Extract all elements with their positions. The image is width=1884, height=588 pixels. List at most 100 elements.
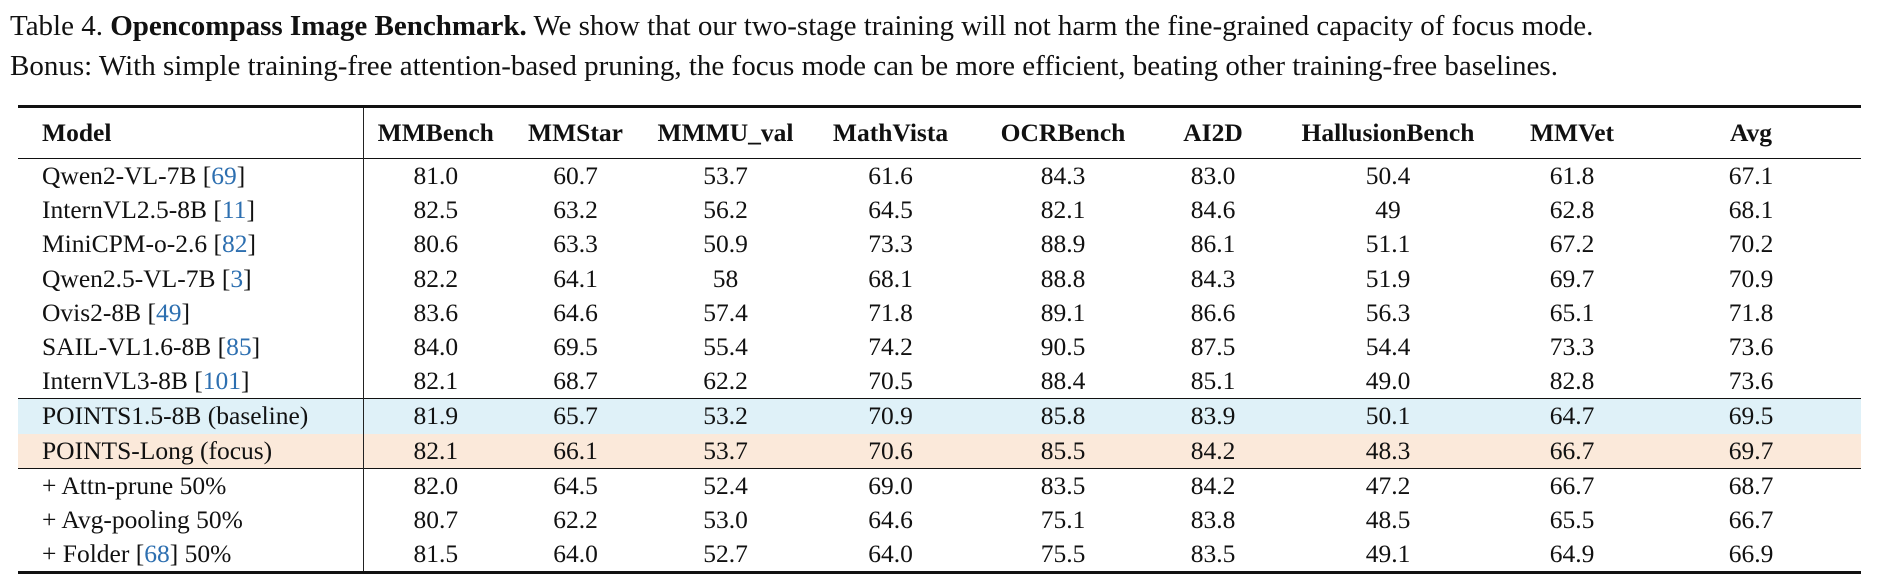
score-cell: 49.0 xyxy=(1365,366,1411,396)
score-cell: 52.7 xyxy=(643,537,808,575)
table-row: InternVL2.5-8B [11] 82.5 63.2 56.2 64.5 82.1 8… xyxy=(18,193,1861,228)
model-name-cell: Qwen2.5-VL-7B [3] xyxy=(18,261,364,296)
caption-line-1: Table 4. Opencompass Image Benchmark. We… xyxy=(10,6,1876,46)
score-cell: 65.1 xyxy=(1549,297,1595,327)
table-caption: Table 4. Opencompass Image Benchmark. We… xyxy=(10,6,1876,86)
benchmark-table: Model MMBench MMStar MMMU_val MathVista … xyxy=(18,105,1861,575)
score-cell: 70.2 xyxy=(1728,229,1774,259)
score-cell: 62.2 xyxy=(553,505,598,535)
score-cell: 80.6 xyxy=(413,229,459,259)
model-name-cell: POINTS-Long (focus) xyxy=(18,433,364,469)
score-cell: 66.7 xyxy=(1503,467,1641,504)
model-name-suffix: ] xyxy=(181,297,191,327)
score-cell: 69.0 xyxy=(808,467,973,504)
citation-ref[interactable]: 49 xyxy=(156,297,182,327)
score-cell: 71.8 xyxy=(1728,297,1774,327)
score-cell: 63.2 xyxy=(553,195,598,225)
score-cell: 73.3 xyxy=(868,229,913,259)
model-name-cell: POINTS1.5-8B (baseline) xyxy=(18,398,364,434)
score-cell: 86.1 xyxy=(1190,229,1236,259)
score-cell: 74.2 xyxy=(868,332,913,362)
score-cell: 70.9 xyxy=(1728,263,1774,293)
caption-title: Opencompass Image Benchmark. xyxy=(110,10,527,42)
score-cell: 65.5 xyxy=(1549,505,1595,535)
model-name-suffix: ] xyxy=(247,229,256,259)
score-cell: 75.1 xyxy=(1040,505,1086,535)
header-row: Model MMBench MMStar MMMU_val MathVista … xyxy=(18,105,1861,159)
header-mmstar: MMStar xyxy=(508,105,643,159)
header-ai2d: AI2D xyxy=(1153,105,1273,159)
score-cell: 67.2 xyxy=(1549,229,1595,259)
score-cell: 82.5 xyxy=(413,195,459,225)
citation-ref[interactable]: 11 xyxy=(221,195,247,225)
score-cell: 82.8 xyxy=(1549,366,1595,396)
score-cell: 53.7 xyxy=(643,433,808,469)
score-cell: 86.6 xyxy=(1190,297,1236,327)
model-name-cell: SAIL-VL1.6-8B [85] xyxy=(18,330,364,365)
score-cell: 61.8 xyxy=(1503,158,1641,194)
score-cell: 81.5 xyxy=(363,537,508,575)
score-cell: 70.6 xyxy=(808,433,973,469)
score-cell: 64.6 xyxy=(553,297,598,327)
model-name-cell: InternVL2.5-8B [11] xyxy=(18,193,364,228)
score-cell: 71.8 xyxy=(868,297,913,327)
model-name: + Folder [ xyxy=(42,539,145,569)
score-cell: 64.9 xyxy=(1503,537,1641,575)
model-name-suffix: ] xyxy=(241,366,250,396)
score-cell: 84.2 xyxy=(1153,467,1273,504)
score-cell: 64.7 xyxy=(1503,398,1641,434)
model-name-cell: InternVL3-8B [101] xyxy=(18,364,364,399)
model-name: InternVL3-8B [ xyxy=(42,366,203,396)
model-name: Qwen2.5-VL-7B [ xyxy=(42,263,231,293)
model-name: InternVL2.5-8B [ xyxy=(42,195,222,225)
score-cell: 75.5 xyxy=(973,537,1153,575)
table-row: InternVL3-8B [101] 82.1 68.7 62.2 70.5 88.4 85… xyxy=(18,364,1861,399)
model-name-suffix: ] xyxy=(243,263,252,293)
score-cell: 62.2 xyxy=(703,366,748,396)
score-cell: 66.7 xyxy=(1503,433,1641,469)
score-cell: 56.3 xyxy=(1365,297,1411,327)
table-row: POINTS1.5-8B (baseline) 81.9 65.7 53.2 70.9 8… xyxy=(18,398,1861,434)
score-cell: 85.1 xyxy=(1190,366,1236,396)
score-cell: 84.6 xyxy=(1190,195,1236,225)
citation-ref[interactable]: 101 xyxy=(202,366,241,396)
score-cell: 80.7 xyxy=(413,505,459,535)
score-cell: 50.1 xyxy=(1273,398,1503,434)
citation-ref[interactable]: 3 xyxy=(230,263,244,293)
citation-ref[interactable]: 68 xyxy=(144,539,170,569)
model-name-cell: + Avg-pooling 50% xyxy=(18,503,364,538)
score-cell: 83.8 xyxy=(1190,505,1236,535)
score-cell: 53.0 xyxy=(703,505,748,535)
score-cell: 82.1 xyxy=(413,366,459,396)
score-cell: 84.3 xyxy=(973,158,1153,194)
header-mathvista: MathVista xyxy=(808,105,973,159)
model-name: Ovis2-8B [ xyxy=(42,297,157,327)
citation-ref[interactable]: 69 xyxy=(211,161,237,190)
score-cell: 64.5 xyxy=(508,467,643,504)
score-cell: 82.1 xyxy=(1040,195,1086,225)
score-cell: 55.4 xyxy=(703,332,748,362)
table-row: + Attn-prune 50% 82.0 64.5 52.4 69.0 83.5 84.2… xyxy=(18,467,1861,504)
score-cell: 67.1 xyxy=(1641,158,1861,194)
score-cell: 64.6 xyxy=(868,505,913,535)
table-row: POINTS-Long (focus) 82.1 66.1 53.7 70.6 85.5 8… xyxy=(18,433,1861,469)
model-name: SAIL-VL1.6-8B [ xyxy=(42,332,227,362)
model-name-suffix: ] 50% xyxy=(169,539,232,569)
score-cell: 48.5 xyxy=(1365,505,1411,535)
score-cell: 68.7 xyxy=(1641,467,1861,504)
header-avg: Avg xyxy=(1641,105,1861,159)
score-cell: 49 xyxy=(1375,195,1401,225)
score-cell: 82.1 xyxy=(363,433,508,469)
score-cell: 83.9 xyxy=(1153,398,1273,434)
score-cell: 90.5 xyxy=(1040,332,1086,362)
caption-label: Table 4. xyxy=(10,10,103,42)
score-cell: 53.2 xyxy=(643,398,808,434)
citation-ref[interactable]: 85 xyxy=(226,332,252,362)
score-cell: 69.5 xyxy=(553,332,598,362)
score-cell: 61.6 xyxy=(808,158,973,194)
citation-ref[interactable]: 82 xyxy=(221,229,248,259)
score-cell: 62.8 xyxy=(1549,195,1595,225)
score-cell: 73.6 xyxy=(1728,366,1774,396)
caption-line-2: Bonus: With simple training-free attenti… xyxy=(10,50,1558,82)
score-cell: 69.5 xyxy=(1641,398,1861,434)
